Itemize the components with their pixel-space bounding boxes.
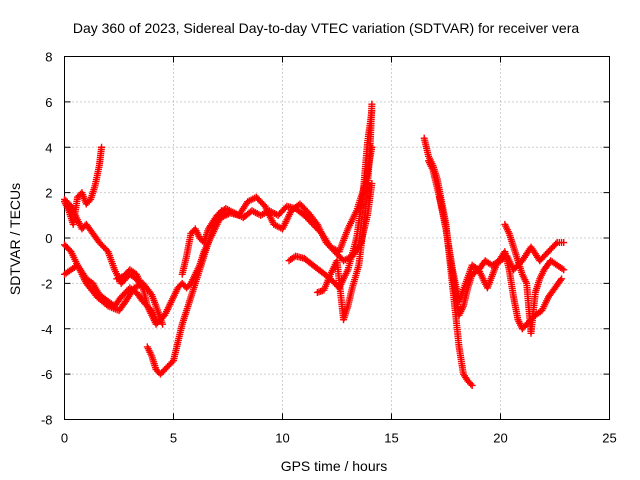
x-axis-title: GPS time / hours <box>281 458 388 474</box>
x-tick-label: 5 <box>170 431 177 446</box>
data-point <box>103 246 111 254</box>
y-tick-label: 0 <box>45 231 52 246</box>
y-tick-label: -8 <box>41 413 53 428</box>
series-track-c <box>61 261 167 328</box>
data-layer <box>61 100 568 389</box>
y-tick-label: -6 <box>41 367 53 382</box>
data-point <box>467 380 475 388</box>
data-point <box>159 320 167 328</box>
series-track-n <box>501 220 568 337</box>
series-track-j <box>313 100 376 324</box>
y-tick-label: 6 <box>45 95 52 110</box>
data-point <box>368 100 376 108</box>
x-tick-label: 20 <box>493 431 507 446</box>
y-tick-label: -4 <box>41 322 53 337</box>
series-track-f <box>143 209 230 378</box>
y-tick-label: -2 <box>41 276 53 291</box>
data-point <box>368 180 376 188</box>
chart-title: Day 360 of 2023, Sidereal Day-to-day VTE… <box>73 20 579 36</box>
x-tick-label: 0 <box>61 431 68 446</box>
data-point <box>98 143 106 151</box>
data-point <box>558 275 566 283</box>
data-point <box>168 358 176 366</box>
series-track-a <box>61 143 106 228</box>
data-point <box>560 266 568 274</box>
y-tick-label: 2 <box>45 186 52 201</box>
y-axis-title: SDTVAR / TECUs <box>7 183 23 295</box>
series-track-m <box>435 193 566 333</box>
y-tick-label: 4 <box>45 140 52 155</box>
x-tick-label: 25 <box>602 431 616 446</box>
data-point <box>556 276 564 284</box>
data-point <box>468 381 476 389</box>
data-point <box>560 239 568 247</box>
y-tick-label: 8 <box>45 50 52 65</box>
grid-layer <box>64 56 610 420</box>
series-track-d <box>61 195 147 292</box>
plot-frame <box>64 56 610 420</box>
data-point <box>146 289 154 297</box>
data-point <box>552 240 560 248</box>
tick-layer: 0 5 10 15 20 25 -8 -6 -4 -2 0 2 4 6 8 <box>41 50 617 446</box>
x-tick-label: 10 <box>275 431 289 446</box>
series-track-i <box>285 107 376 292</box>
x-tick-label: 15 <box>384 431 398 446</box>
